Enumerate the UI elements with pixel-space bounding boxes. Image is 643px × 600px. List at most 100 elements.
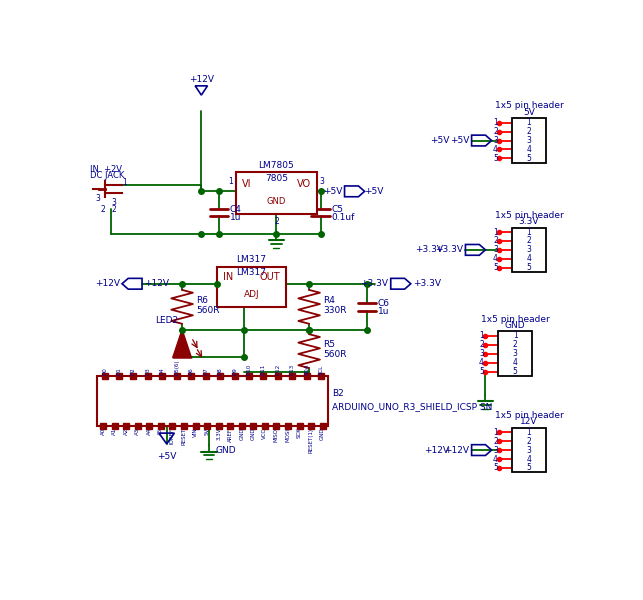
Text: SCK: SCK bbox=[297, 428, 302, 439]
Text: 12V: 12V bbox=[520, 417, 538, 426]
Text: A0: A0 bbox=[101, 428, 105, 435]
Text: 1: 1 bbox=[527, 227, 531, 236]
Text: 1: 1 bbox=[527, 118, 531, 127]
Text: 3: 3 bbox=[111, 199, 116, 208]
Text: A5: A5 bbox=[158, 428, 163, 435]
Text: 2: 2 bbox=[512, 340, 518, 349]
Text: D4: D4 bbox=[160, 367, 165, 374]
Text: ARDUINO_UNO_R3_SHIELD_ICSP SN: ARDUINO_UNO_R3_SHIELD_ICSP SN bbox=[332, 401, 493, 410]
Text: B2: B2 bbox=[332, 389, 344, 398]
Text: 2: 2 bbox=[479, 340, 484, 349]
Text: LM317: LM317 bbox=[237, 268, 266, 277]
Text: 1x5 pin header: 1x5 pin header bbox=[494, 411, 563, 420]
Text: IN: IN bbox=[223, 272, 233, 282]
Text: MOSI: MOSI bbox=[285, 428, 291, 442]
Text: D7: D7 bbox=[203, 367, 208, 374]
Text: 5: 5 bbox=[493, 463, 498, 472]
Text: D3: D3 bbox=[145, 367, 150, 374]
Text: 2: 2 bbox=[493, 437, 498, 446]
Text: D2: D2 bbox=[131, 367, 136, 374]
Text: +5V: +5V bbox=[157, 452, 176, 461]
Text: 1: 1 bbox=[493, 227, 498, 236]
Text: GND: GND bbox=[215, 446, 236, 455]
Text: LED2: LED2 bbox=[155, 316, 178, 325]
Text: GND: GND bbox=[505, 321, 525, 330]
Text: 7805: 7805 bbox=[265, 173, 288, 182]
Bar bbox=[512, 227, 547, 272]
Text: 3: 3 bbox=[512, 349, 518, 358]
Text: 5: 5 bbox=[493, 154, 498, 163]
Text: 5: 5 bbox=[493, 263, 498, 272]
Text: 5V: 5V bbox=[523, 107, 535, 116]
Text: 1x5 pin header: 1x5 pin header bbox=[481, 315, 550, 324]
Text: 5: 5 bbox=[479, 367, 484, 376]
Text: 4: 4 bbox=[493, 455, 498, 464]
Text: VCC: VCC bbox=[262, 428, 267, 439]
Text: VO: VO bbox=[296, 179, 311, 189]
Text: GND: GND bbox=[267, 197, 286, 206]
Text: RESET(1): RESET(1) bbox=[309, 428, 314, 453]
Text: 3: 3 bbox=[493, 245, 498, 254]
Text: 2: 2 bbox=[274, 217, 279, 226]
Text: R6: R6 bbox=[196, 296, 208, 305]
Text: 0.1uf: 0.1uf bbox=[331, 212, 355, 221]
Text: D8: D8 bbox=[217, 367, 222, 374]
Text: GND: GND bbox=[320, 428, 325, 440]
Bar bbox=[498, 331, 532, 376]
Text: 1: 1 bbox=[512, 331, 518, 340]
Text: 3.3V: 3.3V bbox=[519, 217, 539, 226]
Text: A1: A1 bbox=[113, 428, 117, 435]
Text: GND: GND bbox=[239, 428, 244, 440]
Text: 4: 4 bbox=[512, 358, 518, 367]
Text: MISO: MISO bbox=[274, 428, 279, 442]
Text: 2: 2 bbox=[111, 205, 116, 214]
Text: GND: GND bbox=[251, 428, 256, 440]
Bar bbox=[97, 376, 329, 426]
Text: +12V: +12V bbox=[144, 279, 169, 288]
Text: +12V: +12V bbox=[189, 76, 214, 85]
Text: D11: D11 bbox=[261, 364, 266, 374]
Text: R5: R5 bbox=[323, 340, 335, 349]
Bar bbox=[512, 428, 547, 472]
Text: D13: D13 bbox=[290, 364, 294, 374]
Text: 4: 4 bbox=[479, 358, 484, 367]
Text: 5: 5 bbox=[527, 154, 531, 163]
Text: 4: 4 bbox=[493, 145, 498, 154]
Text: 1u: 1u bbox=[377, 307, 389, 316]
Text: 2: 2 bbox=[100, 205, 105, 214]
Bar bbox=[217, 267, 286, 307]
Text: C6: C6 bbox=[377, 299, 390, 308]
Text: 3: 3 bbox=[527, 136, 531, 145]
Text: +5V: +5V bbox=[323, 187, 342, 196]
Text: +5V: +5V bbox=[430, 136, 449, 145]
Text: A3: A3 bbox=[135, 428, 140, 435]
Text: 3: 3 bbox=[493, 136, 498, 145]
Text: 4: 4 bbox=[493, 254, 498, 263]
Text: AREF: AREF bbox=[228, 428, 233, 442]
Text: 1: 1 bbox=[527, 428, 531, 437]
Text: 3: 3 bbox=[493, 446, 498, 455]
Text: D6: D6 bbox=[189, 367, 194, 374]
Text: +12V: +12V bbox=[424, 446, 449, 455]
Text: C4: C4 bbox=[230, 205, 242, 214]
Text: 5: 5 bbox=[527, 263, 531, 272]
Text: 2: 2 bbox=[493, 236, 498, 245]
Text: A4: A4 bbox=[147, 428, 152, 435]
Text: 4: 4 bbox=[527, 145, 531, 154]
Text: 2: 2 bbox=[527, 437, 531, 446]
Text: +3.3V: +3.3V bbox=[435, 245, 463, 254]
Text: DC JACK: DC JACK bbox=[89, 171, 124, 180]
Bar bbox=[512, 118, 547, 163]
Text: ADJ: ADJ bbox=[244, 290, 259, 299]
Text: 1: 1 bbox=[122, 178, 127, 187]
Text: 1x5 pin header: 1x5 pin header bbox=[494, 101, 563, 110]
Text: LM317: LM317 bbox=[237, 256, 266, 265]
Text: D12: D12 bbox=[275, 364, 280, 374]
Text: D0: D0 bbox=[102, 367, 107, 374]
Text: R4: R4 bbox=[323, 296, 335, 305]
Text: 5: 5 bbox=[512, 367, 518, 376]
Text: SDA: SDA bbox=[304, 363, 309, 374]
Text: +12V: +12V bbox=[444, 446, 469, 455]
Text: 3.3V: 3.3V bbox=[216, 428, 221, 440]
Text: D9: D9 bbox=[232, 367, 237, 374]
